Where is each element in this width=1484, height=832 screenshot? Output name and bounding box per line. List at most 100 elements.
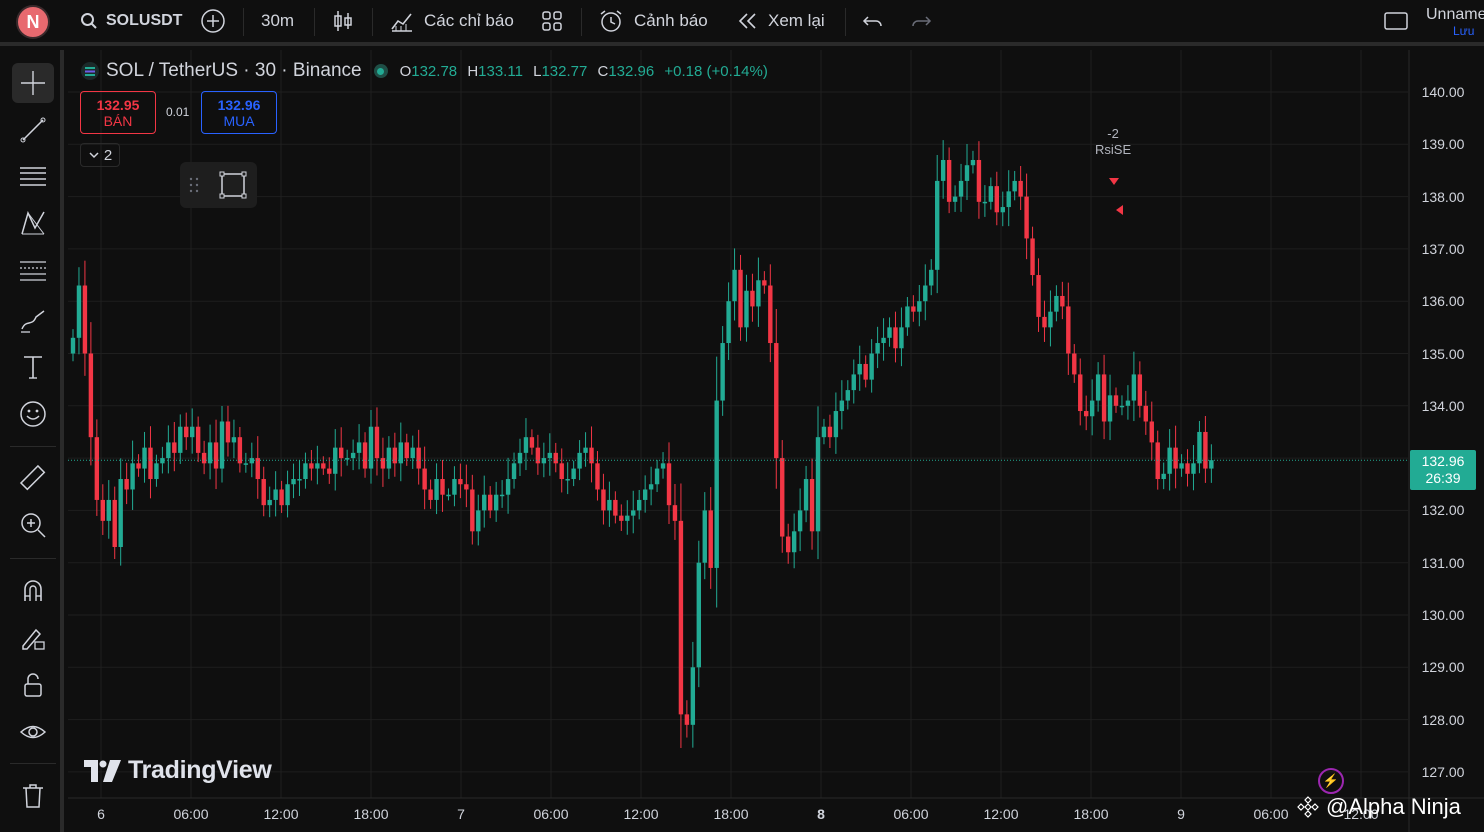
undo-button[interactable] <box>862 0 884 42</box>
measure-tool[interactable] <box>12 458 54 498</box>
candle <box>929 259 934 296</box>
candle <box>511 452 517 489</box>
market-status-dot[interactable] <box>373 64 388 78</box>
candle-body <box>964 165 970 181</box>
user-avatar[interactable]: N <box>16 5 50 39</box>
candle-body <box>875 343 880 354</box>
replay-button[interactable]: Xem lại <box>736 0 825 42</box>
layouts-button[interactable] <box>540 0 564 42</box>
chart-pane[interactable]: SOL / TetherUS · 30 · Binance O132.78 H1… <box>68 50 1484 832</box>
sell-label: BÁN <box>103 112 133 129</box>
candle-body <box>523 437 529 453</box>
candle-body <box>1018 180 1023 197</box>
candle-body <box>499 494 505 497</box>
tradingview-watermark[interactable]: TradingView <box>84 756 272 785</box>
indicators-button[interactable]: Các chỉ báo <box>390 0 514 42</box>
candle <box>857 345 862 391</box>
candle-body <box>994 186 999 213</box>
candle-body <box>958 180 964 197</box>
crosshair-tool[interactable] <box>12 63 54 103</box>
candle-body <box>845 390 850 401</box>
candle-body <box>559 463 564 480</box>
candle <box>207 424 213 480</box>
price-tick-label: 138.00 <box>1421 188 1465 205</box>
lock-drawing-tool[interactable] <box>12 617 54 657</box>
candle <box>964 144 970 200</box>
candle-body <box>738 269 743 328</box>
candle <box>1095 362 1101 412</box>
candle-body <box>1131 374 1137 401</box>
lightning-icon[interactable]: ⚡ <box>1318 768 1344 794</box>
candle <box>547 433 552 476</box>
text-tool[interactable] <box>12 347 54 387</box>
rsi-signal-value: -2 <box>1107 126 1119 141</box>
candle <box>690 641 696 748</box>
candle <box>774 309 779 489</box>
brush-tool[interactable] <box>12 300 54 340</box>
symbol-search-button[interactable]: SOLUSDT <box>80 0 182 42</box>
price-chart[interactable] <box>68 50 1484 832</box>
pattern-tool[interactable] <box>12 203 54 243</box>
candle <box>112 486 117 560</box>
remove-drawings-tool[interactable] <box>12 775 54 815</box>
alarm-clock-icon <box>600 10 622 32</box>
candle <box>499 480 505 508</box>
candle <box>142 431 147 483</box>
candle <box>911 295 916 322</box>
candle <box>815 406 821 560</box>
chart-type-button[interactable] <box>332 0 354 42</box>
zoom-tool[interactable] <box>12 505 54 545</box>
fullscreen-button[interactable] <box>1383 0 1409 42</box>
candle-body <box>1060 295 1065 307</box>
candle-body <box>857 363 862 375</box>
alerts-button[interactable]: Cảnh báo <box>598 0 708 42</box>
candle-body <box>607 499 612 511</box>
fib-tool[interactable] <box>12 251 54 291</box>
buy-button[interactable]: 132.96 MUA <box>201 91 277 134</box>
trend-line-tool[interactable] <box>12 110 54 150</box>
time-tick-label: 9 <box>1177 806 1185 822</box>
emoji-tool[interactable] <box>12 394 54 434</box>
time-tick-label: 7 <box>457 806 465 822</box>
candle-body <box>1113 395 1119 406</box>
drag-handle-icon[interactable] <box>189 176 199 194</box>
candle <box>577 440 582 481</box>
sell-button[interactable]: 132.95 BÁN <box>80 91 156 134</box>
low-key: L <box>533 62 542 80</box>
indicators-collapse-button[interactable]: 2 <box>80 143 120 167</box>
candle <box>297 460 302 496</box>
lock-all-tool[interactable] <box>12 665 54 705</box>
candle <box>571 460 576 487</box>
alerts-label: Cảnh báo <box>634 11 708 30</box>
candle-body <box>529 437 535 448</box>
candle-body <box>505 479 511 495</box>
candle-body <box>339 447 344 459</box>
candle-body <box>809 479 815 532</box>
magnet-tool[interactable] <box>12 570 54 610</box>
candle <box>875 326 880 369</box>
redo-button[interactable] <box>910 0 932 42</box>
candle-body <box>178 426 183 453</box>
candle <box>195 416 201 463</box>
candle <box>696 540 701 688</box>
add-symbol-button[interactable] <box>200 0 226 42</box>
price-tick-label: 136.00 <box>1421 293 1465 310</box>
candle <box>714 356 719 608</box>
hide-drawings-tool[interactable] <box>12 712 54 752</box>
sell-signal-marker <box>1116 205 1123 215</box>
candle <box>738 254 743 341</box>
save-status[interactable]: Lưu <box>1453 24 1475 38</box>
time-tick-label: 06:00 <box>893 806 929 822</box>
candle <box>952 185 958 212</box>
candle <box>637 490 642 520</box>
layout-name[interactable]: Unnamed <box>1426 6 1484 23</box>
candle <box>398 422 403 482</box>
legend-title[interactable]: SOL / TetherUS · 30 · Binance <box>106 60 362 81</box>
horizontal-lines-tool[interactable] <box>12 156 54 196</box>
candle <box>213 419 219 490</box>
candle <box>684 700 690 738</box>
price-tick-label: 131.00 <box>1421 554 1465 571</box>
select-rectangle-icon[interactable] <box>218 170 248 200</box>
candle <box>631 490 636 534</box>
interval-button[interactable]: 30m <box>261 0 294 42</box>
